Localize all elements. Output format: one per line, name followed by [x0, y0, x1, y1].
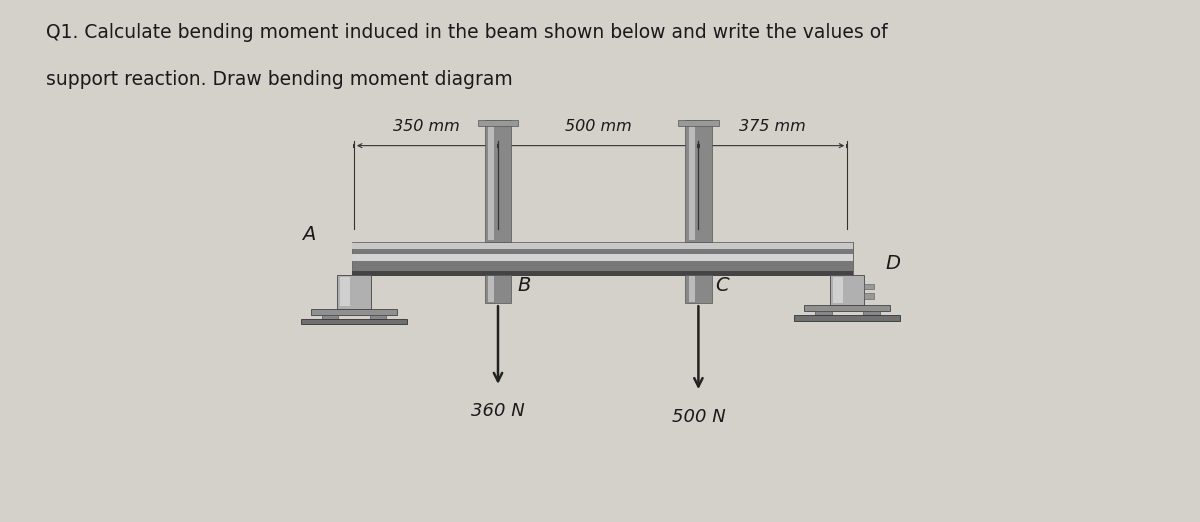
Text: A: A — [301, 226, 316, 244]
Bar — [485, 120, 511, 242]
Bar — [352, 254, 853, 260]
Bar — [815, 311, 832, 315]
Bar — [830, 275, 864, 305]
Bar — [322, 315, 338, 319]
Bar — [689, 276, 695, 302]
Text: 500 mm: 500 mm — [565, 119, 631, 134]
Bar — [301, 319, 407, 324]
Bar — [311, 309, 397, 315]
Text: 350 mm: 350 mm — [392, 119, 460, 134]
Text: D: D — [886, 254, 900, 273]
Bar — [685, 275, 712, 303]
Text: C: C — [715, 276, 728, 294]
Text: 500 N: 500 N — [672, 408, 725, 425]
Bar — [833, 277, 842, 303]
Bar — [804, 305, 890, 311]
Text: 375 mm: 375 mm — [739, 119, 806, 134]
Bar — [340, 277, 349, 306]
Bar — [488, 122, 494, 240]
Bar — [864, 284, 874, 289]
Text: Q1. Calculate bending moment induced in the beam shown below and write the value: Q1. Calculate bending moment induced in … — [46, 23, 887, 42]
Text: support reaction. Draw bending moment diagram: support reaction. Draw bending moment di… — [46, 70, 512, 89]
Bar — [794, 315, 900, 321]
Bar — [863, 311, 880, 315]
Bar — [689, 122, 695, 240]
Text: B: B — [517, 276, 530, 294]
Bar — [352, 242, 853, 250]
Bar — [678, 120, 719, 126]
Bar — [478, 120, 518, 126]
Bar — [352, 271, 853, 275]
Bar — [685, 120, 712, 242]
Bar — [370, 315, 386, 319]
Bar — [864, 293, 874, 299]
Bar — [352, 242, 853, 275]
Text: 360 N: 360 N — [472, 402, 524, 420]
Bar — [337, 275, 371, 309]
Bar — [488, 276, 494, 302]
Bar — [485, 275, 511, 303]
